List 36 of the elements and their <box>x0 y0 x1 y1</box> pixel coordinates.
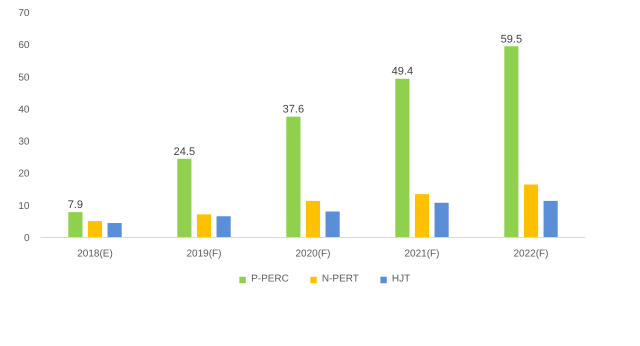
y-tick-label: 40 <box>18 104 30 116</box>
y-tick-label: 10 <box>18 200 30 212</box>
y-tick-label: 30 <box>18 136 30 148</box>
y-tick-label: 0 <box>24 233 30 244</box>
bar <box>88 221 102 238</box>
bar <box>395 78 410 238</box>
y-tick-label: 60 <box>18 40 30 52</box>
bar <box>544 200 558 238</box>
data-label: 24.5 <box>174 146 196 158</box>
data-label: 7.9 <box>68 199 84 212</box>
x-tick-label: 2019(F) <box>186 248 222 260</box>
legend-label: N-PERT <box>322 274 359 284</box>
bar <box>504 46 518 238</box>
y-tick-label: 70 <box>18 8 30 19</box>
x-tick-label: 2021(F) <box>404 248 440 260</box>
y-tick-label: 50 <box>18 72 30 84</box>
x-tick-label: 2022(F) <box>513 248 549 260</box>
bar <box>524 184 538 238</box>
legend-label: HJT <box>392 274 412 284</box>
x-tick-label: 2018(E) <box>77 248 113 260</box>
data-label: 59.5 <box>500 33 522 46</box>
x-tick-label: 2020(F) <box>295 248 331 260</box>
bar <box>326 211 340 238</box>
bar <box>216 216 231 238</box>
y-tick-label: 20 <box>18 168 30 180</box>
bar <box>286 116 300 238</box>
bar <box>306 200 320 238</box>
bar <box>414 194 430 238</box>
data-label: 49.4 <box>392 66 414 78</box>
bar <box>177 158 192 238</box>
bar <box>196 214 212 238</box>
bar <box>434 202 449 238</box>
data-label: 37.6 <box>282 104 304 116</box>
legend-label: P-PERC <box>251 274 289 284</box>
bar <box>68 212 82 238</box>
bar <box>108 223 122 238</box>
